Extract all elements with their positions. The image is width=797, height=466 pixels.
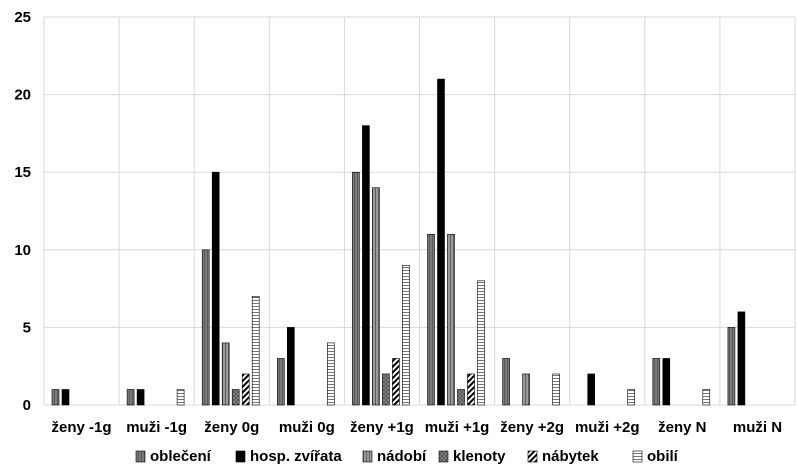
- legend-swatch-gray-stripes: [362, 450, 373, 463]
- legend-label: nádobí: [377, 448, 427, 465]
- bar-black-2: [211, 171, 220, 406]
- y-tick-label: 5: [23, 319, 31, 336]
- legend-swatch-diagonal: [527, 450, 538, 463]
- bar-black-1: [136, 389, 145, 406]
- bar-dark-gray-1: [126, 389, 135, 406]
- x-tick-label: ženy +2g: [500, 419, 564, 436]
- bar-gray-stripes-4: [372, 187, 380, 406]
- bar-horizontal-5: [477, 280, 485, 406]
- bar-dark-gray-2: [201, 249, 210, 406]
- bars: [51, 78, 746, 406]
- y-tick-label: 10: [14, 242, 31, 259]
- y-tick-label: 15: [14, 164, 31, 181]
- x-tick-label: ženy 0g: [204, 419, 259, 436]
- y-tick-label: 0: [23, 397, 31, 414]
- bar-crosshatch-2: [231, 389, 240, 406]
- bar-diagonal-2: [241, 373, 250, 406]
- x-tick-label: muži N: [733, 419, 782, 436]
- bar-crosshatch-5: [457, 389, 465, 406]
- bar-black-8: [662, 358, 671, 406]
- bar-gray-stripes-2: [221, 342, 230, 406]
- legend-label: nábytek: [542, 448, 599, 465]
- x-tick-label: muži +1g: [425, 419, 490, 436]
- bar-black-5: [437, 78, 445, 406]
- legend-swatch-black: [235, 450, 246, 463]
- legend-swatch-horizontal: [632, 450, 643, 463]
- legend-label: oblečení: [150, 448, 212, 465]
- bar-dark-gray-5: [427, 233, 435, 406]
- legend-label: hosp. zvířata: [250, 448, 342, 465]
- x-tick-label: ženy N: [658, 419, 706, 436]
- bar-dark-gray-8: [652, 358, 661, 406]
- grid-lines: [43, 16, 796, 406]
- legend: oblečení hosp. zvířata nádobí klenoty nábyte…: [135, 448, 679, 465]
- bar-horizontal-6: [552, 373, 560, 406]
- bar-black-3: [286, 327, 295, 406]
- legend-swatch-dark-gray: [135, 450, 146, 463]
- y-axis: 0 5 10 15 20 25: [14, 9, 31, 414]
- bar-dark-gray-9: [727, 327, 736, 406]
- bar-horizontal-8: [702, 389, 711, 406]
- y-tick-label: 25: [14, 9, 31, 26]
- x-tick-label: ženy +1g: [350, 419, 414, 436]
- bar-dark-gray-3: [276, 358, 285, 406]
- legend-swatch-crosshatch: [438, 450, 449, 463]
- x-tick-label: ženy -1g: [52, 419, 112, 436]
- bar-gray-stripes-6: [522, 373, 530, 406]
- bar-horizontal-4: [402, 265, 410, 406]
- bar-black-7: [587, 373, 596, 406]
- bar-gray-stripes-5: [447, 233, 455, 406]
- bar-diagonal-5: [467, 373, 475, 406]
- bar-black-0: [61, 389, 70, 406]
- bar-dark-gray-0: [51, 389, 60, 406]
- bar-horizontal-3: [326, 342, 335, 406]
- bar-dark-gray-4: [352, 171, 360, 406]
- bar-horizontal-1: [176, 389, 185, 406]
- bar-dark-gray-6: [502, 358, 510, 406]
- bar-diagonal-4: [392, 358, 400, 406]
- bar-crosshatch-4: [382, 373, 390, 406]
- legend-label: obilí: [647, 448, 679, 465]
- legend-label: klenoty: [453, 448, 506, 465]
- bar-horizontal-2: [251, 296, 260, 406]
- bar-black-4: [362, 125, 370, 406]
- bar-black-9: [737, 311, 746, 406]
- x-tick-label: muži 0g: [279, 419, 335, 436]
- y-tick-label: 20: [14, 87, 31, 104]
- x-axis-labels: ženy -1g muži -1g ženy 0g muži 0g ženy +1g mu…: [52, 419, 782, 436]
- bar-horizontal-7: [627, 389, 636, 406]
- x-tick-label: muži +2g: [575, 419, 640, 436]
- x-tick-label: muži -1g: [126, 419, 187, 436]
